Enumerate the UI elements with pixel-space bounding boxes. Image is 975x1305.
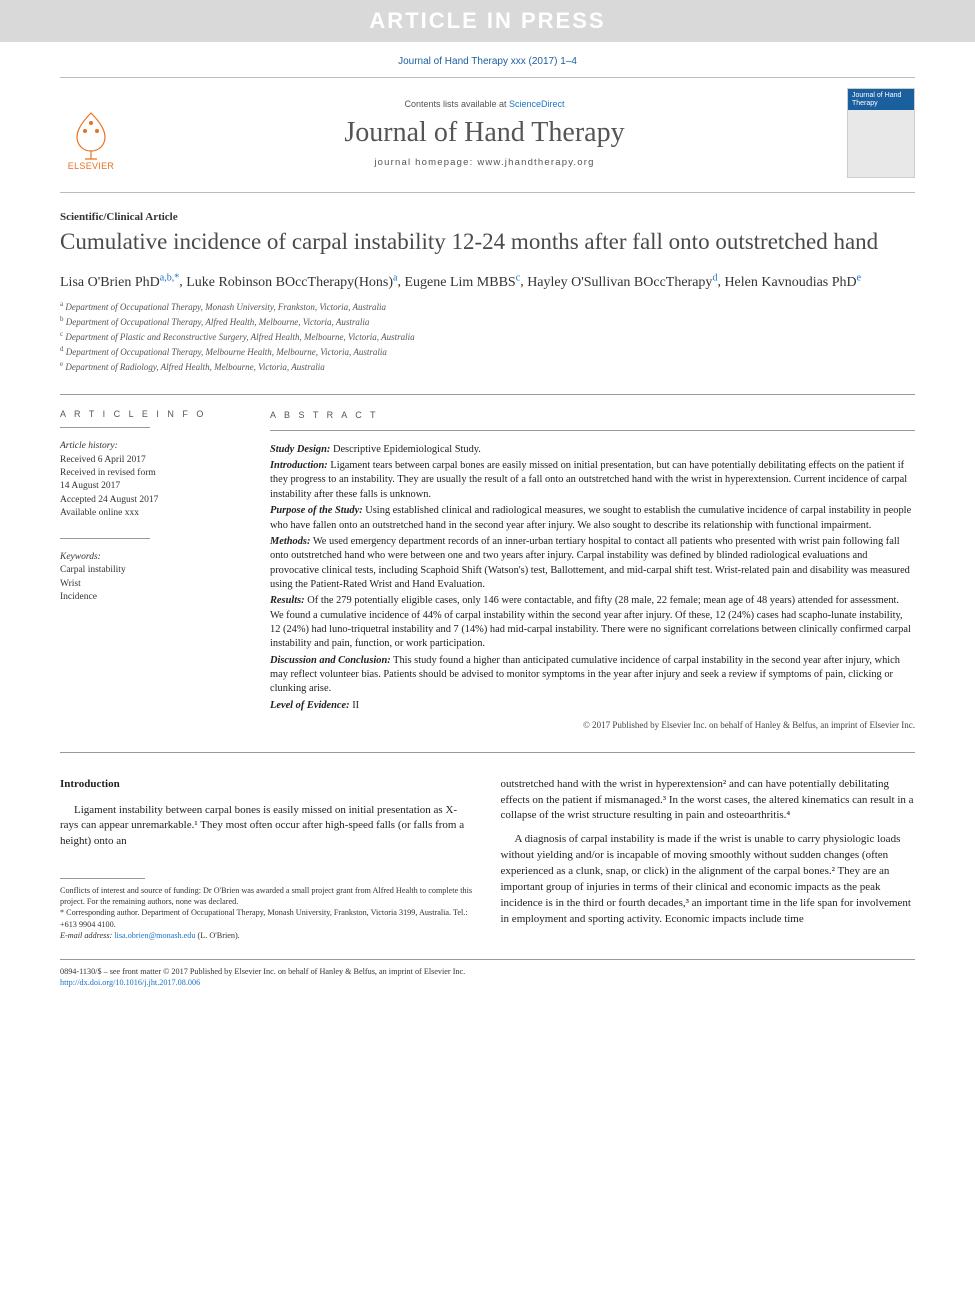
intro-paragraph: outstretched hand with the wrist in hype… <box>501 777 916 825</box>
abstract-body: Study Design: Descriptive Epidemiologica… <box>270 443 915 713</box>
info-abstract-row: A R T I C L E I N F O Article history: R… <box>60 394 915 752</box>
history-line: Accepted 24 August 2017 <box>60 494 242 507</box>
elsevier-text: ELSEVIER <box>68 161 114 171</box>
article-type: Scientific/Clinical Article <box>60 211 915 223</box>
history-line: Available online xxx <box>60 507 242 520</box>
conflict-footnote: Conflicts of interest and source of fund… <box>60 885 475 907</box>
article-history: Article history: Received 6 April 2017Re… <box>60 440 242 520</box>
author-list: Lisa O'Brien PhDa,b,*, Luke Robinson BOc… <box>60 270 915 293</box>
abstract-item: Level of Evidence: II <box>270 699 915 713</box>
affiliation: e Department of Radiology, Alfred Health… <box>60 359 915 374</box>
journal-homepage: journal homepage: www.jhandtherapy.org <box>136 157 833 168</box>
abstract-item: Introduction: Ligament tears between car… <box>270 459 915 502</box>
citation-line: Journal of Hand Therapy xxx (2017) 1–4 <box>0 42 975 77</box>
abstract-label: A B S T R A C T <box>270 409 915 421</box>
page-footer: 0894-1130/$ – see front matter © 2017 Pu… <box>60 959 915 988</box>
email-footnote: E-mail address: lisa.obrien@monash.edu (… <box>60 930 475 941</box>
author: Lisa O'Brien PhDa,b,* <box>60 275 179 290</box>
email-label: E-mail address: <box>60 931 114 940</box>
corresponding-footnote: * Corresponding author. Department of Oc… <box>60 907 475 929</box>
abstract-item: Purpose of the Study: Using established … <box>270 504 915 533</box>
body-col-left: Introduction Ligament instability betwee… <box>60 777 475 941</box>
affiliations: a Department of Occupational Therapy, Mo… <box>60 299 915 374</box>
abstract-item: Methods: We used emergency department re… <box>270 535 915 592</box>
author-email-link[interactable]: lisa.obrien@monash.edu <box>114 931 195 940</box>
cover-title: Journal of Hand Therapy <box>848 89 914 110</box>
contents-available-line: Contents lists available at ScienceDirec… <box>136 99 833 109</box>
contents-prefix: Contents lists available at <box>404 99 509 109</box>
journal-name: Journal of Hand Therapy <box>136 117 833 149</box>
doi-link[interactable]: http://dx.doi.org/10.1016/j.jht.2017.08.… <box>60 978 200 987</box>
elsevier-logo: ELSEVIER <box>60 95 122 171</box>
journal-header-center: Contents lists available at ScienceDirec… <box>136 99 833 168</box>
email-suffix: (L. O'Brien). <box>196 931 240 940</box>
history-line: 14 August 2017 <box>60 480 242 493</box>
keyword: Carpal instability <box>60 564 242 577</box>
sciencedirect-link[interactable]: ScienceDirect <box>509 99 565 109</box>
author: Helen Kavnoudias PhDe <box>724 275 861 290</box>
article-title: Cumulative incidence of carpal instabili… <box>60 227 915 256</box>
affiliation: b Department of Occupational Therapy, Al… <box>60 314 915 329</box>
abstract-item: Results: Of the 279 potentially eligible… <box>270 594 915 651</box>
author: Hayley O'Sullivan BOccTherapyd <box>527 275 717 290</box>
keyword: Incidence <box>60 591 242 604</box>
abstract-column: A B S T R A C T Study Design: Descriptiv… <box>270 395 915 751</box>
article-in-press-banner: ARTICLE IN PRESS <box>0 0 975 42</box>
intro-paragraph: Ligament instability between carpal bone… <box>60 803 475 851</box>
keyword: Wrist <box>60 578 242 591</box>
affiliation: a Department of Occupational Therapy, Mo… <box>60 299 915 314</box>
footnotes: Conflicts of interest and source of fund… <box>60 885 475 940</box>
abstract-item: Discussion and Conclusion: This study fo… <box>270 654 915 697</box>
affiliation: c Department of Plastic and Reconstructi… <box>60 329 915 344</box>
footnote-rule <box>60 878 145 879</box>
history-line: Received in revised form <box>60 467 242 480</box>
elsevier-tree-icon <box>69 109 113 161</box>
homepage-prefix: journal homepage: <box>374 157 477 168</box>
affiliation: d Department of Occupational Therapy, Me… <box>60 344 915 359</box>
introduction-heading: Introduction <box>60 777 475 793</box>
article-info-column: A R T I C L E I N F O Article history: R… <box>60 395 242 751</box>
body-two-column: Introduction Ligament instability betwee… <box>60 777 915 941</box>
keywords-block: Keywords: Carpal instabilityWristInciden… <box>60 551 242 604</box>
journal-header: ELSEVIER Contents lists available at Sci… <box>60 77 915 193</box>
front-matter-line: 0894-1130/$ – see front matter © 2017 Pu… <box>60 966 915 977</box>
history-line: Received 6 April 2017 <box>60 454 242 467</box>
article-info-label: A R T I C L E I N F O <box>60 409 242 419</box>
divider <box>270 430 915 431</box>
intro-paragraph: A diagnosis of carpal instability is mad… <box>501 832 916 928</box>
author: Luke Robinson BOccTherapy(Hons)a <box>186 275 397 290</box>
journal-cover-thumbnail: Journal of Hand Therapy <box>847 88 915 178</box>
divider <box>60 538 150 539</box>
abstract-item: Study Design: Descriptive Epidemiologica… <box>270 443 915 457</box>
homepage-url[interactable]: www.jhandtherapy.org <box>477 157 594 168</box>
abstract-copyright: © 2017 Published by Elsevier Inc. on beh… <box>270 719 915 731</box>
body-col-right: outstretched hand with the wrist in hype… <box>501 777 916 941</box>
keywords-label: Keywords: <box>60 551 242 564</box>
author: Eugene Lim MBBSc <box>405 275 521 290</box>
divider <box>60 427 150 428</box>
history-label: Article history: <box>60 440 242 453</box>
